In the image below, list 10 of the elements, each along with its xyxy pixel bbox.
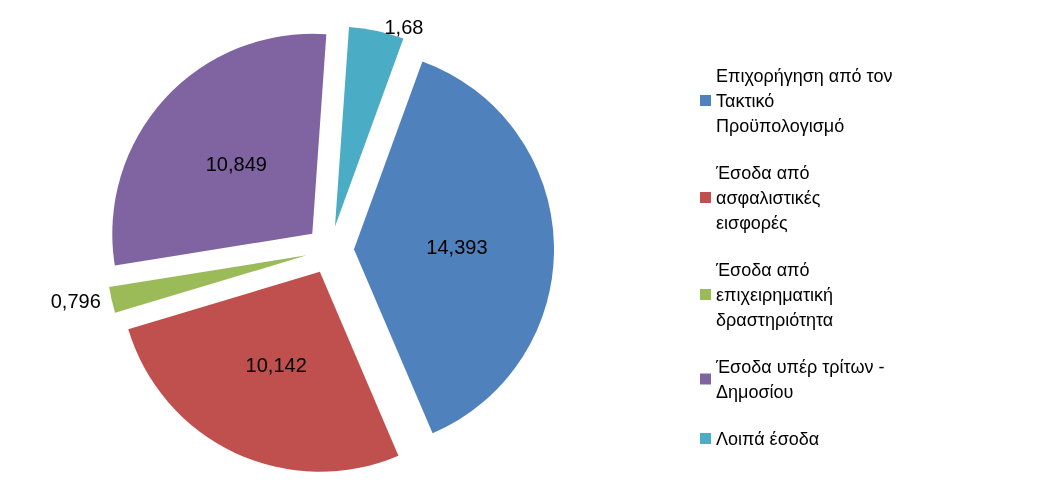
legend-label: Έσοδα από ασφαλιστικές εισφορές [715, 162, 826, 233]
data-label: 1,68 [384, 15, 424, 38]
data-label: 14,393 [426, 235, 488, 258]
data-label: 10,849 [205, 153, 267, 176]
legend-label: Λοιπά έσοδα [716, 428, 820, 449]
legend-label: Έσοδα υπέρ τρίτων - Δημοσίου [715, 356, 890, 402]
data-label: 0,796 [50, 289, 101, 312]
data-label: 10,142 [245, 354, 307, 377]
legend-label: Έσοδα από επιχειρηματική δραστηριότητα [715, 259, 839, 330]
legend-label: Επιχορήγηση από τον Τακτικό Προϋπολογισμό [716, 65, 898, 136]
